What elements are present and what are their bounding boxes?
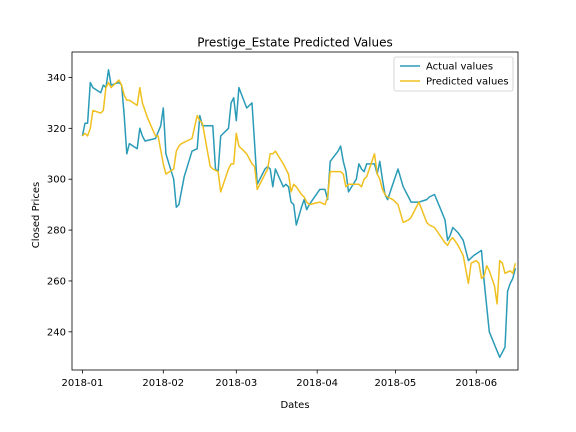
legend-label-predicted: Predicted values: [426, 77, 509, 88]
series-line-predicted: [81, 79, 517, 305]
x-tick-label: 2018-04: [296, 378, 338, 389]
series-line-actual: [81, 69, 517, 359]
x-tick-label: 2018-03: [215, 378, 257, 389]
y-axis: 240 260 280 300 320 340: [47, 73, 72, 338]
legend-label-actual: Actual values: [426, 62, 493, 73]
y-tick-label: 340: [47, 73, 66, 84]
x-axis-label: Dates: [280, 400, 309, 411]
plot-frame: [71, 51, 519, 371]
x-tick-label: 2018-02: [142, 378, 184, 389]
x-tick-label: 2018-05: [375, 378, 417, 389]
series-layer: [81, 69, 517, 359]
legend-frame: [393, 56, 514, 92]
y-tick-label: 320: [47, 124, 66, 135]
y-tick-label: 300: [47, 175, 66, 186]
plot-area: [81, 69, 517, 359]
y-tick-label: 240: [47, 327, 66, 338]
y-tick-label: 280: [47, 226, 66, 237]
x-axis: 2018-01 2018-02 2018-03 2018-04 2018-05 2018-…: [62, 370, 497, 389]
x-tick-label: 2018-01: [62, 378, 104, 389]
legend: Actual values Predicted values: [393, 56, 514, 92]
y-axis-label: Closed Prices: [31, 182, 42, 248]
x-tick-label: 2018-06: [455, 378, 497, 389]
chart-title: Prestige_Estate Predicted Values: [197, 36, 393, 50]
y-tick-label: 260: [47, 276, 66, 287]
